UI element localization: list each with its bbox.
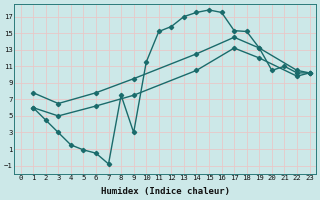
X-axis label: Humidex (Indice chaleur): Humidex (Indice chaleur) xyxy=(100,187,229,196)
